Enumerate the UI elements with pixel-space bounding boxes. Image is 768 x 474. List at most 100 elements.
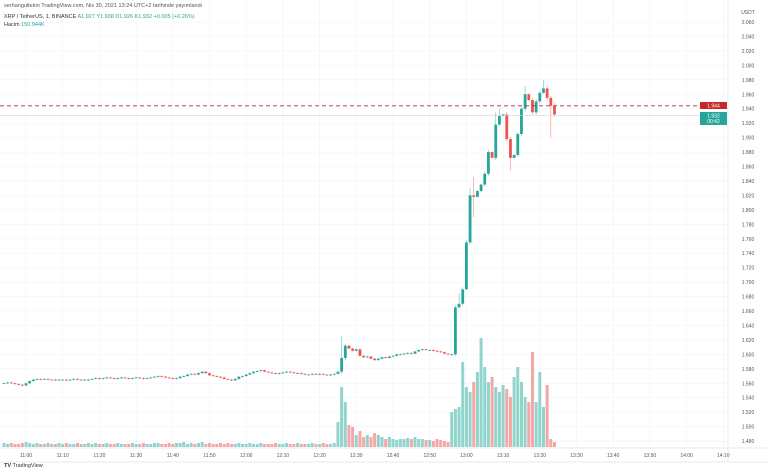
- volume-bar: [112, 444, 116, 447]
- volume-bar: [288, 444, 292, 447]
- volume-bar: [20, 443, 24, 447]
- candle-body: [468, 195, 472, 243]
- candle-body: [274, 373, 277, 374]
- candle-body: [369, 356, 373, 359]
- candle-body: [406, 352, 410, 354]
- volume-bar: [512, 377, 516, 447]
- volume-bar: [523, 397, 527, 447]
- candle-body: [358, 349, 362, 356]
- candle-body: [9, 382, 13, 384]
- candle-body: [237, 376, 241, 379]
- volume-bar: [163, 444, 167, 447]
- candle-body: [186, 374, 189, 377]
- volume-bar: [501, 385, 505, 447]
- volume-bar: [453, 409, 457, 447]
- candle-body: [131, 378, 134, 379]
- volume-bar: [384, 439, 388, 447]
- candle-body: [61, 379, 65, 381]
- candle-body: [263, 370, 266, 372]
- time-tick-label: 12:20: [313, 453, 326, 459]
- volume-bar: [472, 382, 476, 447]
- time-tick-label: 13:10: [497, 453, 510, 459]
- price-tick-label: 1.960: [742, 92, 755, 98]
- candle-body: [175, 378, 178, 379]
- candle-body: [476, 191, 479, 197]
- candle-body: [79, 379, 83, 381]
- candle-body: [134, 377, 138, 379]
- candle-body: [193, 373, 197, 375]
- candle-body: [424, 349, 428, 351]
- candle-body: [516, 133, 520, 155]
- volume-bar: [222, 444, 226, 447]
- volume-bar: [156, 443, 160, 447]
- candle-body: [149, 377, 153, 379]
- volume-bar: [97, 444, 101, 447]
- candle-body: [219, 376, 222, 378]
- bar-countdown-label: 00:42: [707, 119, 720, 125]
- volume-bar: [230, 444, 234, 447]
- candle-body: [277, 373, 281, 374]
- volume-bar: [233, 444, 237, 447]
- time-tick-label: 13:40: [607, 453, 620, 459]
- price-tick-label: 1.760: [742, 237, 755, 243]
- volume-bar: [409, 439, 413, 447]
- volume-bar: [314, 444, 318, 447]
- time-tick-label: 12:50: [423, 453, 436, 459]
- volume-bar: [516, 367, 520, 447]
- candle-body: [241, 376, 244, 377]
- volume-bar: [534, 402, 538, 447]
- price-tick-label: 1.840: [742, 179, 755, 185]
- candle-body: [520, 108, 523, 134]
- reference-price-label: 1.944: [707, 104, 720, 110]
- volume-bar: [307, 444, 311, 447]
- volume-bar: [310, 443, 314, 447]
- candle-body: [428, 350, 432, 351]
- volume-bar: [145, 444, 149, 447]
- volume-bar: [31, 444, 35, 447]
- volume-bar: [347, 425, 351, 447]
- candle-body: [31, 379, 35, 382]
- candle-body: [233, 378, 237, 381]
- price-tick-label: 1.660: [742, 309, 755, 315]
- candle-body: [127, 378, 131, 379]
- candle-body: [296, 373, 299, 374]
- volume-bar: [211, 444, 215, 447]
- price-tick-label: 1.980: [742, 78, 755, 84]
- volume-bar: [193, 444, 197, 447]
- volume-bar: [24, 442, 28, 447]
- price-tick-label: 1.880: [742, 150, 755, 156]
- volume-bar: [461, 362, 465, 447]
- candle-body: [538, 92, 542, 102]
- candle-body: [211, 375, 215, 377]
- volume-bar: [130, 443, 134, 447]
- volume-bar: [336, 422, 340, 447]
- volume-bar: [285, 443, 289, 447]
- volume-bar: [39, 444, 43, 447]
- volume-bar: [362, 437, 366, 447]
- volume-bar: [83, 444, 87, 447]
- candle-body: [321, 373, 325, 375]
- candle-body: [534, 101, 538, 113]
- candle-body: [208, 373, 211, 376]
- candle-body: [270, 372, 274, 374]
- volume-bar: [552, 442, 556, 447]
- volume-bar: [497, 392, 501, 447]
- volume-bar: [475, 372, 479, 447]
- volume-bar: [351, 427, 355, 447]
- legend-low: D1.926: [115, 14, 134, 20]
- volume-bar: [75, 443, 79, 447]
- volume-bar: [442, 441, 446, 447]
- candle-body: [200, 371, 204, 374]
- volume-bar: [94, 443, 98, 447]
- volume-bar: [208, 443, 211, 447]
- candle-body: [120, 377, 123, 379]
- volume-bar: [494, 387, 498, 447]
- volume-bar: [508, 397, 512, 447]
- price-tick-label: 2.000: [742, 63, 755, 69]
- candle-body: [472, 195, 476, 197]
- candle-body: [83, 379, 87, 381]
- symbol-title[interactable]: XRP / TetherUS, 1, BINANCE: [4, 14, 77, 20]
- candle-body: [453, 307, 457, 355]
- volume-bar: [420, 439, 424, 447]
